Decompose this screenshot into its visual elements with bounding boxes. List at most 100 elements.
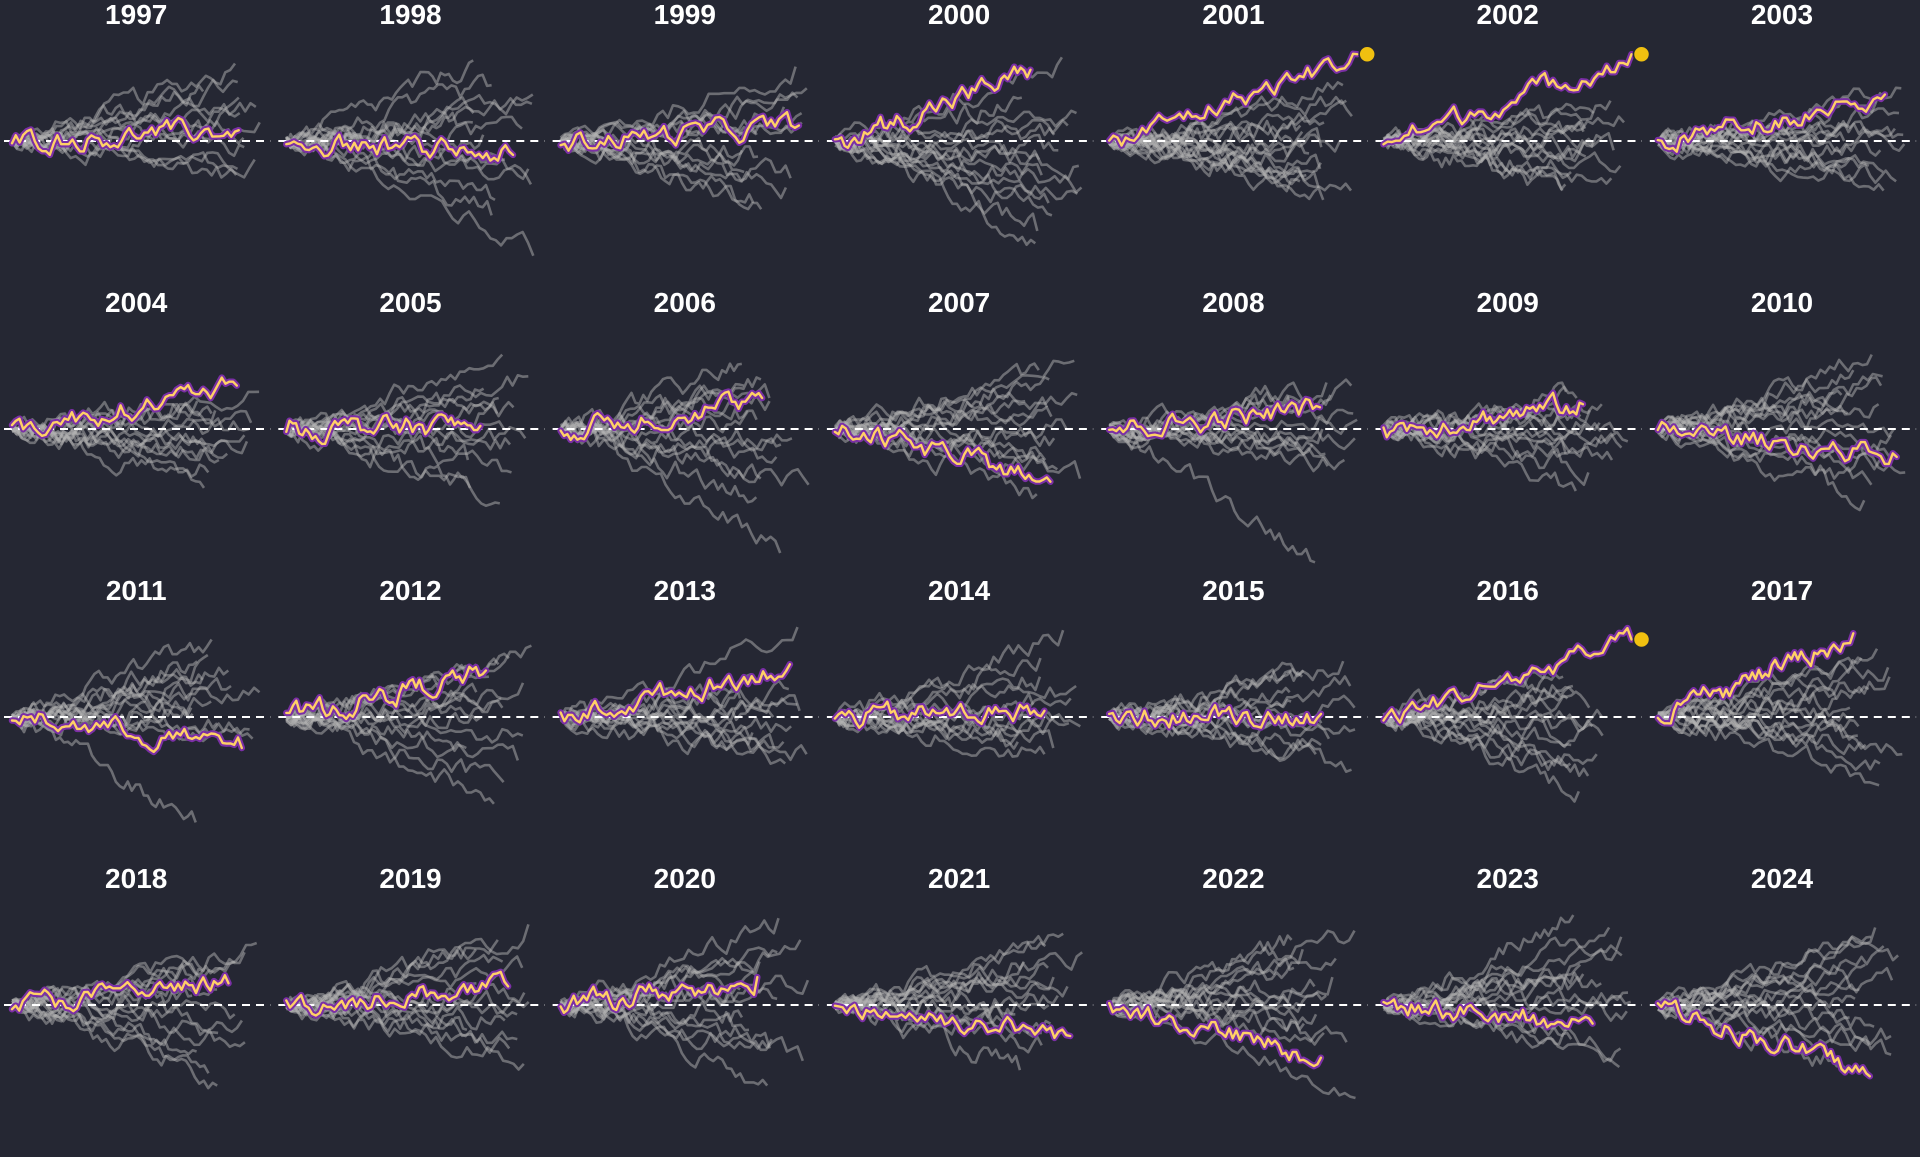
panel-2005: 2005 [278,287,545,507]
panel-title: 2022 [1202,863,1264,894]
panel-2004: 2004 [4,287,271,489]
series-line [286,400,515,436]
highlight-series-line [1382,998,1594,1029]
series-line [560,997,744,1025]
highlight-series-line [1656,999,1871,1078]
panel-title: 2020 [654,863,716,894]
series-line [1657,376,1883,428]
highlight-series-line [1382,391,1585,439]
highlight-series-line [1656,420,1898,466]
panel-2008: 2008 [1101,287,1368,564]
series-line [1382,133,1613,185]
panel-title: 2023 [1477,863,1539,894]
highlight-series-line [1656,632,1855,725]
series-line [1657,424,1866,512]
series-line [11,951,246,1009]
series-line [559,961,761,1014]
panel-2024: 2024 [1649,863,1917,1080]
series-line [1657,425,1873,486]
series-line [1108,115,1325,151]
panel-title: 1997 [105,0,167,30]
panel-2017: 2017 [1649,575,1917,787]
series-line [1108,713,1322,751]
series-line [834,133,1059,163]
series-line [834,961,1049,1015]
series-line [1109,425,1329,473]
series-line [1657,935,1872,1005]
series-line [559,697,798,730]
highlight-series-line [1382,53,1633,146]
highlight-series-line [1108,52,1359,147]
series-line [285,1000,525,1071]
series-line [1382,710,1572,769]
series-line [559,429,758,504]
panel-2002: 2002 [1375,0,1651,192]
panel-2007: 2007 [826,287,1094,500]
panel-2016: 2016 [1375,575,1651,803]
series-line [1656,369,1855,439]
highlight-series-line [10,712,243,754]
panel-title: 2005 [379,287,441,318]
series-line [1656,707,1858,746]
series-line [11,997,243,1034]
panel-2001: 2001 [1101,0,1376,201]
panel-title: 2001 [1202,0,1264,30]
highlight-series-line [833,1003,1072,1040]
panel-title: 2017 [1751,575,1813,606]
series-line [285,59,474,149]
series-line [560,362,742,435]
series-line [1383,968,1585,1010]
series-line [1382,418,1590,486]
highlight-series-line [285,133,515,162]
series-line [285,105,475,150]
panel-2009: 2009 [1375,287,1642,492]
highlight-series-line [833,65,1032,149]
series-line [1657,711,1903,756]
series-line [1657,133,1885,192]
series-line [1382,936,1623,1006]
series-line [559,131,755,204]
series-line [834,418,1068,443]
panel-2013: 2013 [552,575,819,765]
panel-2022: 2022 [1101,863,1368,1100]
series-line [560,91,799,155]
series-line [559,993,771,1051]
series-line [11,998,246,1049]
panel-2018: 2018 [4,863,271,1090]
highlight-series-outline [1380,50,1635,148]
panel-title: 2007 [928,287,990,318]
highlight-series-line [1108,1001,1323,1068]
panel-title: 2016 [1477,575,1539,606]
series-line [560,420,782,554]
series-line [1108,1005,1356,1100]
series-line [11,130,245,158]
series-line [11,418,249,455]
panel-title: 1999 [654,0,716,30]
series-line [833,396,1049,432]
panel-title: 2013 [654,575,716,606]
series-line [560,917,780,1007]
end-marker [1632,45,1651,63]
series-line [10,714,197,823]
series-line [11,423,206,489]
series-line [833,137,1079,201]
highlight-series-line [10,116,240,157]
panel-2019: 2019 [278,863,545,1071]
series-line [285,715,520,761]
series-line [559,715,808,762]
series-line [834,940,1047,1009]
panel-title: 1998 [379,0,441,30]
series-line [1382,419,1567,455]
series-line [834,708,1070,734]
end-marker [1358,45,1376,63]
highlight-series-line [285,665,488,721]
series-line [285,711,505,783]
highlight-series-line [1382,626,1633,724]
highlight-series-line [559,390,764,442]
panel-title: 2008 [1202,287,1264,318]
panel-title: 2003 [1751,0,1813,30]
panel-title: 2009 [1477,287,1539,318]
series-line [285,93,534,147]
series-line [285,115,523,150]
